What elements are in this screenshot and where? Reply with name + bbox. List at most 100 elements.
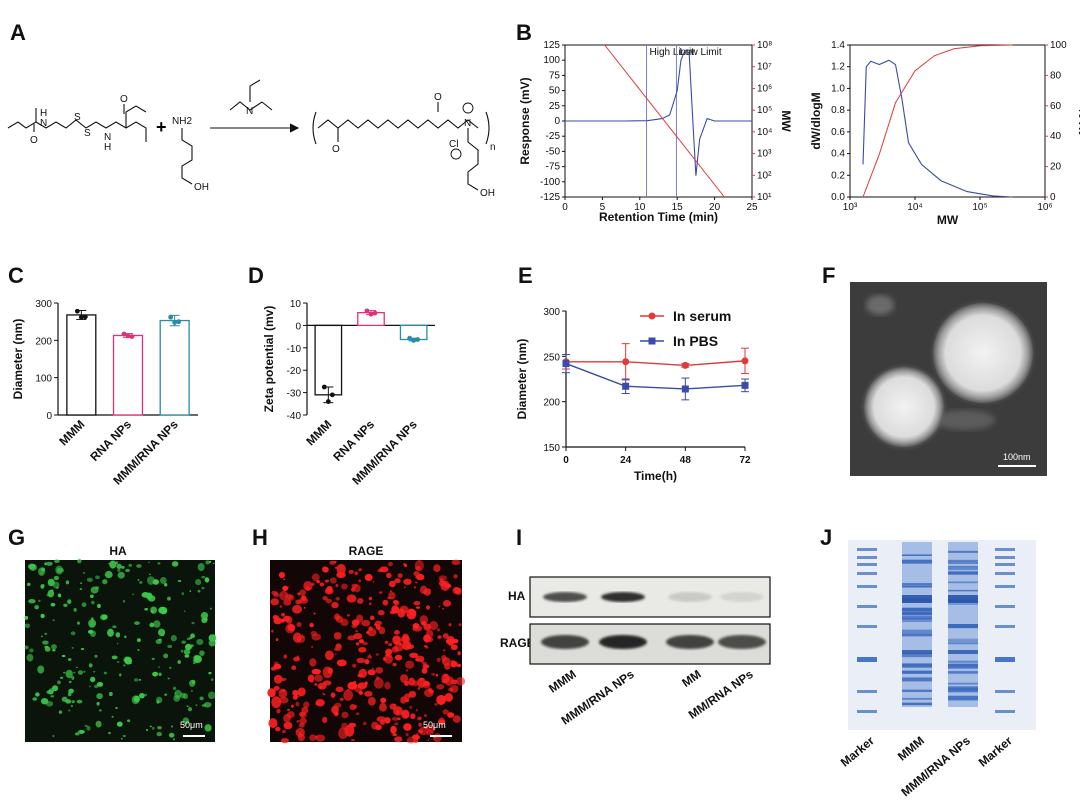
fluor-spot <box>375 653 379 656</box>
fluor-spot <box>98 709 102 712</box>
fluor-spot <box>52 649 56 652</box>
fluor-spot <box>177 660 181 664</box>
fluor-spot <box>40 613 45 619</box>
fluor-title-ha: HA <box>109 544 127 558</box>
fluor-spot <box>403 723 412 731</box>
fluor-spot <box>79 588 83 591</box>
wb-row-label-rage: RAGE <box>500 636 535 650</box>
chart-stability-lines: 150 200 250 300 0 24 48 72 Time(h) Diameter (nm) I… <box>515 307 751 483</box>
fluor-spot <box>307 674 315 683</box>
fluor-spot <box>443 663 451 670</box>
fluor-spot <box>163 653 169 659</box>
fluor-spot <box>379 591 383 594</box>
gel-protein-band <box>902 615 932 620</box>
fluor-spot <box>415 581 418 584</box>
y-tick-label: 25 <box>549 101 561 112</box>
fluor-spot <box>295 599 302 605</box>
fluor-spot <box>367 696 376 706</box>
fluor-spot <box>149 573 151 576</box>
fluor-spot <box>59 676 64 679</box>
fluor-spot <box>405 669 409 672</box>
gel-protein-band <box>948 698 978 701</box>
fluor-spot <box>448 623 452 627</box>
gel-protein-band <box>902 702 932 706</box>
fluor-spot <box>291 665 297 671</box>
fluor-spot <box>336 563 346 575</box>
fluor-spot <box>101 614 108 620</box>
chart-mw-distribution: 0.0 0.2 0.4 0.6 0.8 1.0 1.2 1.4 0 20 40 60 80 100 10³ 1… <box>809 40 1080 227</box>
fluor-spot <box>379 566 389 573</box>
gel-marker-band <box>857 625 877 628</box>
fluor-spot <box>315 701 320 705</box>
x-tick-label: 48 <box>680 455 692 466</box>
y-tick-label: -10 <box>287 344 302 355</box>
fluor-spot <box>273 615 280 622</box>
scalebar-label-ha: 50μm <box>180 720 203 730</box>
fluor-spot <box>283 721 293 730</box>
fluor-spot <box>373 677 384 689</box>
gel-marker-band <box>995 657 1015 662</box>
fluor-spot <box>423 623 432 632</box>
fluor-spot <box>438 717 445 726</box>
fluor-spot <box>421 667 428 674</box>
gel-lane-label: MMM <box>895 734 927 764</box>
fluor-spot <box>94 684 99 689</box>
fluor-spot <box>441 607 445 610</box>
fluor-spot <box>190 633 195 639</box>
fluor-spot <box>170 725 174 728</box>
gel-protein-band <box>902 612 932 616</box>
gel-lane-smear <box>902 542 932 707</box>
x-tick-label: 20 <box>709 202 721 213</box>
fluor-spot <box>208 639 216 647</box>
fluor-spot <box>358 646 367 653</box>
limit-label: High Limit <box>650 47 695 58</box>
fluor-spot <box>292 632 302 643</box>
fluor-spot <box>132 593 134 596</box>
series-mw <box>604 44 725 198</box>
fluor-spot <box>281 613 285 617</box>
gel-marker-band <box>995 548 1015 551</box>
y-tick-label: 0 <box>554 116 560 127</box>
fluor-spot <box>448 687 453 692</box>
tem-particle-large <box>933 303 1033 403</box>
fluor-spot <box>32 697 38 701</box>
fluor-spot <box>377 609 385 616</box>
series-line <box>565 362 746 390</box>
fluor-spot <box>433 736 436 739</box>
fluor-spot <box>158 666 161 668</box>
fluor-spot <box>299 717 307 725</box>
fluor-spot <box>280 594 283 596</box>
fluor-spot <box>107 628 114 637</box>
panel-label-d: D <box>248 263 264 288</box>
fluor-spot <box>88 619 97 628</box>
fluor-spot <box>314 674 323 682</box>
fluor-spot <box>138 678 142 681</box>
fluor-spot <box>84 724 88 727</box>
gel-background <box>848 540 1036 730</box>
data-point <box>168 314 174 320</box>
data-point <box>74 308 80 314</box>
y-tick-label: 150 <box>543 443 560 454</box>
fluor-spot <box>77 729 85 735</box>
gel-protein-band <box>902 663 932 666</box>
fluor-spot <box>186 705 189 707</box>
fluor-spot <box>347 635 356 641</box>
fluor-spot <box>428 687 433 693</box>
fluor-spot <box>58 710 63 714</box>
reaction-arrow-head <box>289 123 300 133</box>
gel-protein-band <box>902 697 932 700</box>
fluor-spot <box>431 672 436 676</box>
fluor-spot <box>334 653 337 655</box>
fluor-spot <box>390 725 397 734</box>
panel-label-a: A <box>10 20 26 45</box>
fluor-spot <box>436 684 445 690</box>
fluor-spot <box>201 586 205 590</box>
fluor-spot <box>356 657 365 664</box>
x-axis-title: MW <box>937 213 959 227</box>
fluor-spot <box>189 679 196 687</box>
panel-label-i: I <box>516 525 522 550</box>
fluor-spot <box>26 653 34 662</box>
fluor-spot <box>394 736 403 743</box>
fluor-spot <box>400 696 407 704</box>
fluor-spot <box>53 575 60 581</box>
